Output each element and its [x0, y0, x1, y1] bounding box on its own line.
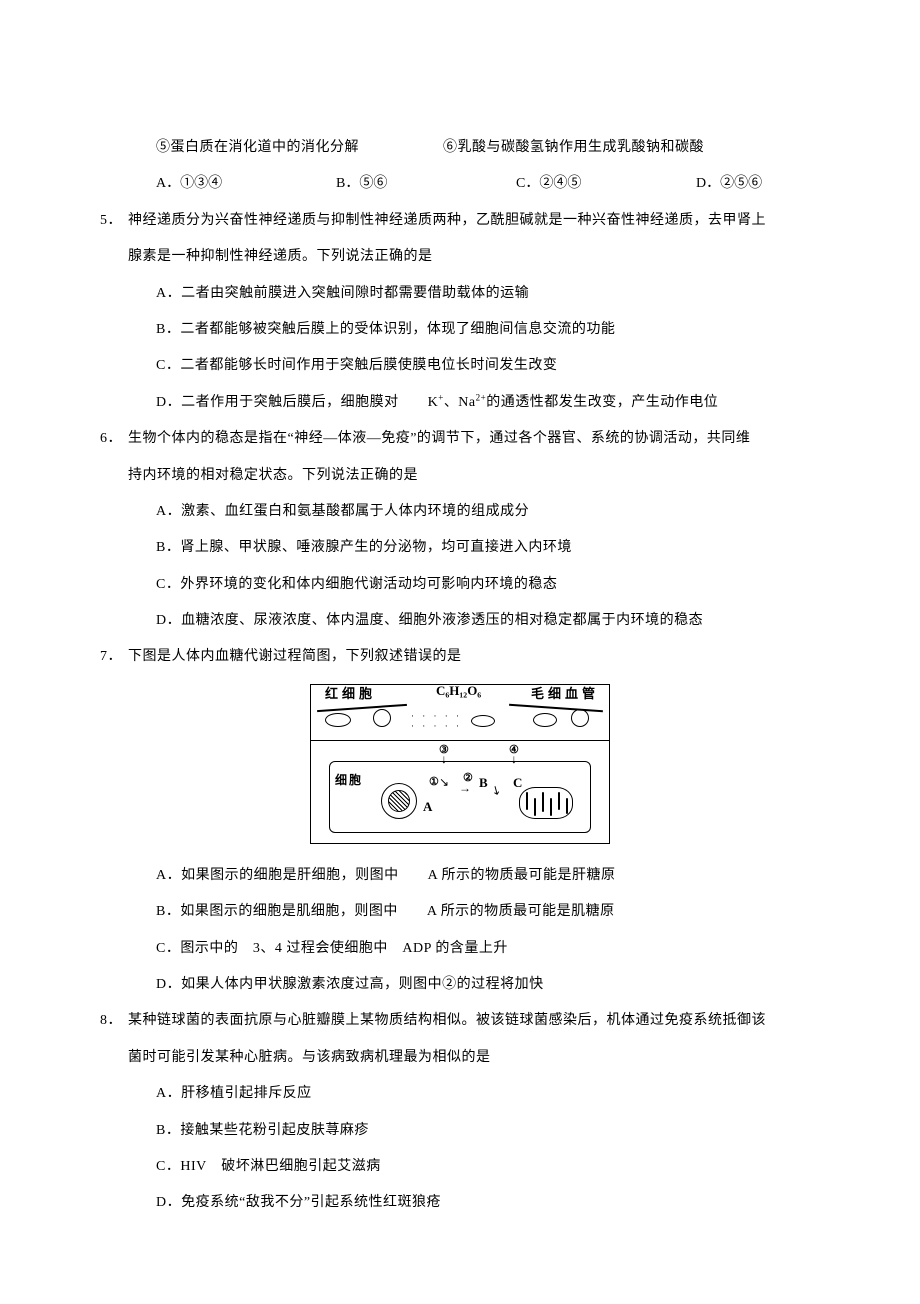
q8-c-post: 破坏淋巴细胞引起艾滋病 — [221, 1159, 381, 1174]
dots-icon: · · · · · — [411, 711, 462, 721]
dots-icon: · · · · · — [411, 721, 462, 731]
q7-choice-d: D．如果人体内甲状腺激素浓度过高，则图中②的过程将加快 — [100, 967, 820, 1003]
diagram-bottom-region: ③ ↓ ④ ↓ 细胞 ① ↘ ② → A B ↘ C — [311, 741, 609, 845]
exam-page: ⑤蛋白质在消化道中的消化分解 ⑥乳酸与碳酸氢钠作用生成乳酸钠和碳酸 A．①③④ … — [0, 0, 920, 1304]
q5-d-post: 的通透性都发生改变，产生动作电位 — [486, 395, 718, 410]
q7-number: 7． — [100, 639, 128, 675]
q7-choice-b: B．如果图示的细胞是肌细胞，则图中 A 所示的物质最可能是肌糖原 — [100, 894, 820, 930]
q8-choice-d: D．免疫系统“敌我不分”引起系统性红斑狼疮 — [100, 1185, 820, 1221]
q7-b-post: 所示的物质最可能是肌糖原 — [437, 904, 615, 919]
q7-diagram-wrap: 红细胞 C₆H₁₂O₆ 毛细血管 · · · · · · · · · · ③ ↓… — [100, 684, 820, 844]
arrow-right-icon: → — [459, 781, 471, 796]
nucleus-icon — [381, 783, 417, 819]
q6-choice-a: A．激素、血红蛋白和氨基酸都属于人体内环境的组成成分 — [100, 494, 820, 530]
q6-number: 6． — [100, 421, 128, 457]
q7-choice-c: C．图示中的 3、4 过程会使细胞中 ADP 的含量上升 — [100, 931, 820, 967]
diagram-label-capillary: 毛细血管 — [531, 683, 599, 702]
q5-stem1-text: 神经递质分为兴奋性神经递质与抑制性神经递质两种，乙酰胆碱就是一种兴奋性神经递质，… — [128, 213, 766, 228]
diagram-top-region: 红细胞 C₆H₁₂O₆ 毛细血管 · · · · · · · · · · — [311, 685, 609, 741]
q6-choice-c: C．外界环境的变化和体内细胞代谢活动均可影响内环境的稳态 — [100, 567, 820, 603]
q6-choice-d: D．血糖浓度、尿液浓度、体内温度、细胞外液渗透压的相对稳定都属于内环境的稳态 — [100, 603, 820, 639]
q5-choice-b: B．二者都能够被突触后膜上的受体识别，体现了细胞间信息交流的功能 — [100, 312, 820, 348]
q4-opt5: ⑤蛋白质在消化道中的消化分解 — [156, 140, 359, 155]
q4-option-5-6: ⑤蛋白质在消化道中的消化分解 ⑥乳酸与碳酸氢钠作用生成乳酸钠和碳酸 — [100, 130, 820, 166]
rbc-icon — [325, 713, 351, 727]
q8-choice-b: B．接触某些花粉引起皮肤荨麻疹 — [100, 1113, 820, 1149]
q8-number: 8． — [100, 1003, 128, 1039]
capillary-line — [509, 704, 603, 712]
rbc-icon — [471, 715, 495, 727]
q4-opt6: ⑥乳酸与碳酸氢钠作用生成乳酸钠和碳酸 — [443, 140, 704, 155]
arrow-icon: ↘ — [439, 775, 449, 790]
q5-number: 5． — [100, 203, 128, 239]
letter-c: C — [513, 775, 522, 791]
q8-c-pre: C．HIV — [156, 1159, 221, 1174]
q4-choices: A．①③④ B．⑤⑥ C．②④⑤ D．②⑤⑥ — [100, 166, 820, 202]
q4-choice-b: B．⑤⑥ — [336, 166, 516, 202]
q4-choice-d: D．②⑤⑥ — [696, 166, 876, 202]
q7-choice-a: A．如果图示的细胞是肝细胞，则图中 A 所示的物质最可能是肝糖原 — [100, 858, 820, 894]
q5-stem-line1: 5．神经递质分为兴奋性神经递质与抑制性神经递质两种，乙酰胆碱就是一种兴奋性神经递… — [100, 203, 820, 239]
q5-d-sup2: 2+ — [476, 392, 487, 402]
q8-choice-c: C．HIV 破坏淋巴细胞引起艾滋病 — [100, 1149, 820, 1185]
q6-stem-line1: 6．生物个体内的稳态是指在“神经—体液—免疫”的调节下，通过各个器官、系统的协调… — [100, 421, 820, 457]
mitochondria-icon — [519, 787, 573, 819]
q5-choice-c: C．二者都能够长时间作用于突触后膜使膜电位长时间发生改变 — [100, 348, 820, 384]
q4-choice-c: C．②④⑤ — [516, 166, 696, 202]
q5-choice-a: A．二者由突触前膜进入突触间隙时都需要借助载体的运输 — [100, 276, 820, 312]
capillary-line — [317, 704, 407, 712]
diagram-label-rbc: 红细胞 — [325, 683, 376, 702]
q7-a-post: 所示的物质最可能是肝糖原 — [437, 868, 615, 883]
q5-d-mid: 、Na — [444, 395, 476, 410]
q7-diagram: 红细胞 C₆H₁₂O₆ 毛细血管 · · · · · · · · · · ③ ↓… — [310, 684, 610, 844]
q8-stem-line1: 8．某种链球菌的表面抗原与心脏瓣膜上某物质结构相似。被该链球菌感染后，机体通过免… — [100, 1003, 820, 1039]
q6-stem1-text: 生物个体内的稳态是指在“神经—体液—免疫”的调节下，通过各个器官、系统的协调活动… — [128, 431, 750, 446]
q4-choice-a: A．①③④ — [156, 166, 336, 202]
q8-stem1-text: 某种链球菌的表面抗原与心脏瓣膜上某物质结构相似。被该链球菌感染后，机体通过免疫系… — [128, 1013, 766, 1028]
rbc-icon — [373, 709, 391, 727]
q8-stem-line2: 菌时可能引发某种心脏病。与该病致病机理最为相似的是 — [100, 1040, 820, 1076]
q7-stem: 7．下图是人体内血糖代谢过程简图，下列叙述错误的是 — [100, 639, 820, 675]
q5-stem-line2: 腺素是一种抑制性神经递质。下列说法正确的是 — [100, 239, 820, 275]
circled-1: ① — [429, 775, 439, 788]
q7-c-pre: C．图示中的 3、4 — [156, 941, 282, 956]
q5-d-pre: D．二者作用于突触后膜后，细胞膜对 K — [156, 395, 438, 410]
q7-stem-text: 下图是人体内血糖代谢过程简图，下列叙述错误的是 — [128, 649, 462, 664]
letter-b: B — [479, 775, 488, 791]
rbc-icon — [533, 713, 557, 727]
diagram-label-cell: 细胞 — [335, 771, 363, 788]
q7-b-pre: B．如果图示的细胞是肌细胞，则图中 A — [156, 904, 437, 919]
q8-choice-a: A．肝移植引起排斥反应 — [100, 1076, 820, 1112]
q7-c-mid: 过程会使细胞中 ADP — [282, 941, 431, 956]
q7-c-post: 的含量上升 — [431, 941, 508, 956]
q6-choice-b: B．肾上腺、甲状腺、唾液腺产生的分泌物，均可直接进入内环境 — [100, 530, 820, 566]
q6-stem-line2: 持内环境的相对稳定状态。下列说法正确的是 — [100, 458, 820, 494]
diagram-label-glucose: C₆H₁₂O₆ — [436, 683, 481, 699]
q5-choice-d: D．二者作用于突触后膜后，细胞膜对 K+、Na2+的通透性都发生改变，产生动作电… — [100, 385, 820, 421]
q7-a-pre: A．如果图示的细胞是肝细胞，则图中 A — [156, 868, 437, 883]
letter-a: A — [423, 799, 432, 815]
rbc-icon — [571, 709, 589, 727]
